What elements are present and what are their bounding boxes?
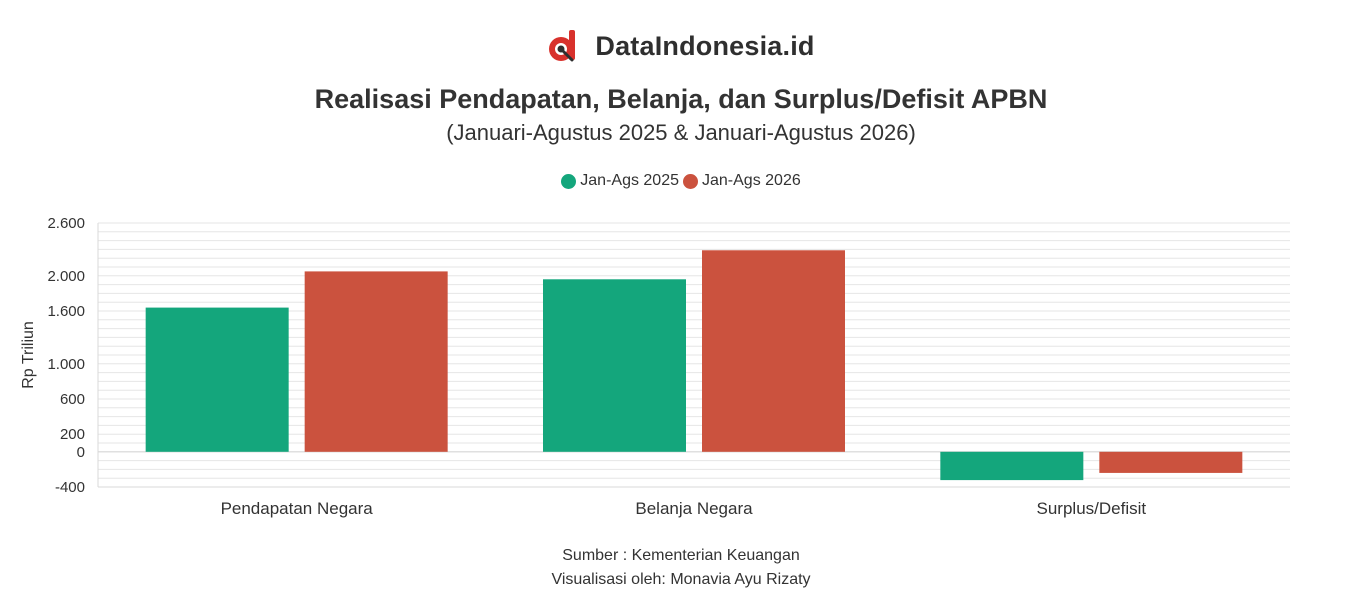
y-tick-label: 600 xyxy=(60,391,85,408)
source-note: Sumber : Kementerian Keuangan xyxy=(562,547,800,564)
bar-2026 xyxy=(304,271,448,452)
y-tick-label: 0 xyxy=(77,444,85,461)
chart-title: Realisasi Pendapatan, Belanja, dan Surpl… xyxy=(314,84,1048,114)
bar-2025 xyxy=(543,279,686,452)
y-tick-label: 2.600 xyxy=(47,215,85,232)
chart-subtitle: (Januari-Agustus 2025 & Januari-Agustus … xyxy=(446,120,916,145)
brand-name: DataIndonesia.id xyxy=(595,30,815,61)
y-tick-label: 1.000 xyxy=(47,356,85,373)
legend-label-2025: Jan-Ags 2025 xyxy=(580,172,679,189)
legend-item-2026[interactable]: Jan-Ags 2026 xyxy=(683,172,801,190)
author-note: Visualisasi oleh: Monavia Ayu Rizaty xyxy=(551,571,811,588)
bar-2026 xyxy=(1099,451,1243,473)
legend-item-2025[interactable]: Jan-Ags 2025 xyxy=(561,172,679,190)
y-tick-label: 1.600 xyxy=(47,303,85,320)
bar-2026 xyxy=(702,250,845,452)
x-tick-label: Surplus/Defisit xyxy=(1037,499,1147,518)
legend-swatch-2025 xyxy=(561,173,577,189)
dataindonesia-logo-icon xyxy=(549,30,576,62)
y-axis-title: Rp Triliun xyxy=(20,321,37,389)
x-tick-label: Belanja Negara xyxy=(635,499,753,518)
bar-2025 xyxy=(940,451,1084,481)
y-tick-label: 200 xyxy=(60,426,85,443)
y-tick-label: -400 xyxy=(55,479,85,496)
y-tick-label: 2.000 xyxy=(47,268,85,285)
chart-legend: Jan-Ags 2025 Jan-Ags 2026 xyxy=(0,172,1362,190)
legend-swatch-2026 xyxy=(683,173,698,189)
legend-label-2026: Jan-Ags 2026 xyxy=(702,172,801,189)
bar-2025 xyxy=(145,307,289,452)
x-tick-label: Pendapatan Negara xyxy=(221,499,374,518)
brand-header: DataIndonesia.id xyxy=(0,28,1362,64)
